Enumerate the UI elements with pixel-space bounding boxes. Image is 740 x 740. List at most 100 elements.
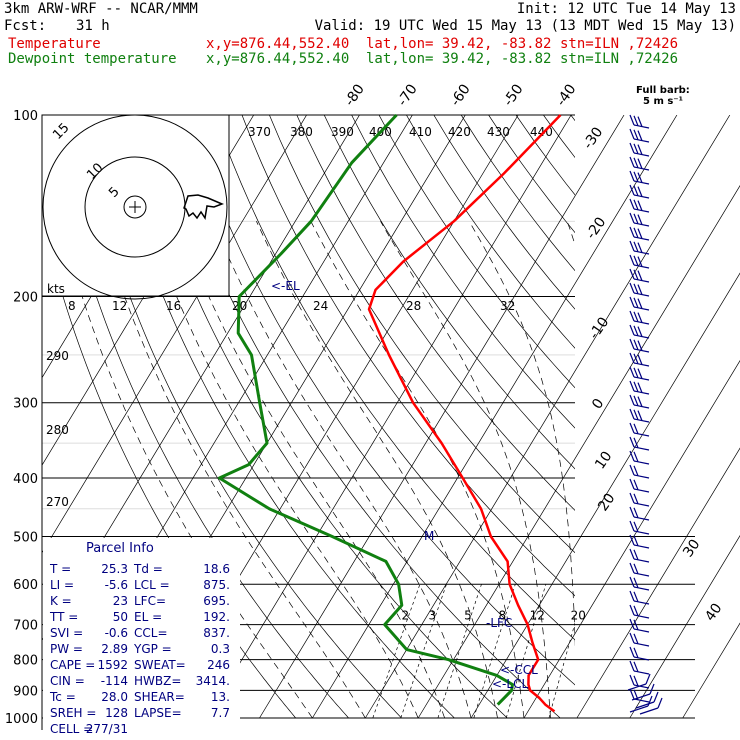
wind-barb-flag: [633, 395, 639, 407]
parcel-label: T =: [49, 562, 71, 576]
pressure-label-100: 100: [13, 109, 38, 124]
isotherm-label: -80: [342, 81, 368, 109]
wind-barb-flag: [633, 297, 639, 309]
parcel-label: CELL =: [50, 722, 93, 736]
forecast-label: Fcst:: [4, 18, 47, 34]
wind-barb-flag: [633, 647, 639, 659]
isotherm-label: -40: [553, 81, 579, 109]
wind-barb-flag: [629, 142, 635, 154]
hodograph-speed-label: 12: [112, 299, 127, 313]
wind-barb-flag: [633, 213, 639, 225]
wind-barb-staff: [633, 698, 650, 703]
wind-barb-flag: [637, 200, 643, 211]
wind-barb-flag: [633, 549, 639, 561]
parcel-value: -114: [101, 674, 128, 688]
wind-barb-staff: [633, 600, 650, 605]
moist-adiabat: [147, 221, 419, 719]
wind-barb-flag: [637, 172, 643, 183]
wind-barb-staff: [633, 432, 650, 437]
parcel-value: 192.: [203, 610, 230, 624]
wind-barb-flag: [629, 422, 635, 434]
isotherm-label: 40: [702, 601, 725, 625]
wind-barb-staff: [627, 683, 647, 691]
wind-barb-flag: [637, 298, 643, 309]
moist-adiabat-lines: [60, 221, 575, 719]
parcel-value: 50: [113, 610, 128, 624]
wind-barb-flag: [633, 451, 639, 463]
parcel-value: 25.3: [101, 562, 128, 576]
parcel-label: HWBZ=: [134, 674, 181, 688]
isotherm-label: -70: [395, 81, 421, 109]
wind-barb-flag: [637, 340, 643, 351]
wind-barb-flag: [637, 312, 643, 323]
wind-barb-flag: [633, 115, 639, 127]
wind-barb-flag: [629, 478, 635, 490]
wind-barb-flag: [633, 255, 639, 267]
wind-barb-flag: [629, 366, 635, 378]
dry-adiabat: [351, 115, 575, 429]
wind-barb-flag: [629, 408, 635, 420]
isotherm-label: -10: [586, 314, 612, 342]
wind-barb-flag: [629, 114, 635, 126]
wind-barb-flag: [633, 157, 639, 169]
wind-barb-flag: [633, 479, 639, 491]
parcel-value: 18.6: [203, 562, 230, 576]
wind-barb-staff: [633, 572, 650, 577]
wind-barb-flag: [633, 675, 639, 687]
wind-barb-flag: [633, 563, 639, 575]
wind-barb-flag: [629, 226, 635, 238]
barb-legend-line2: 5 m s⁻¹: [643, 96, 683, 107]
isotherm: [206, 115, 572, 719]
temperature-station: stn=ILN ,72426: [560, 36, 679, 52]
parcel-value: 277/31: [86, 722, 128, 736]
wind-barb-staff: [633, 460, 650, 465]
parcel-label: Td =: [133, 562, 163, 576]
mixing-ratio-line: [548, 621, 575, 719]
wind-barbs: [627, 114, 663, 715]
hodograph-speed-label: 16: [166, 299, 181, 313]
parcel-value: 28.0: [101, 690, 128, 704]
wind-barb-flag: [629, 604, 635, 616]
wind-barb-flag: [637, 186, 643, 197]
valid-time: Valid: 19 UTC Wed 15 May 13 (13 MDT Wed …: [314, 18, 736, 34]
wind-barb-flag: [633, 241, 639, 253]
parcel-value: 23: [113, 594, 128, 608]
theta-label: 290: [46, 349, 69, 363]
wind-barb-flag: [637, 284, 643, 295]
dewpoint-xy: x,y=876.44,552.40: [206, 51, 350, 67]
wind-barb-flag: [629, 436, 635, 448]
moist-adiabat: [468, 221, 575, 649]
mixing-ratio-label: 20: [571, 609, 586, 623]
wind-barb-flag: [633, 143, 639, 155]
wind-barb-flag: [633, 339, 639, 351]
dry-adiabat: [132, 115, 508, 719]
wind-barb-flag: [633, 311, 639, 323]
parcel-value: -0.6: [105, 626, 128, 640]
hodograph-speed-label: 32: [500, 299, 515, 313]
wind-barb-flag: [629, 562, 635, 574]
dewpoint-profile: [217, 113, 514, 706]
wind-barb-flag: [637, 354, 643, 365]
wind-barb-flag: [637, 116, 643, 127]
dry-adiabat: [269, 115, 575, 554]
hodograph-speed-label: 28: [406, 299, 421, 313]
wind-barb-flag: [633, 353, 639, 365]
wind-barb-staff: [633, 670, 650, 675]
mixing-ratio-lines: [372, 584, 575, 719]
dry-adiabat: [378, 115, 575, 389]
parcel-label: PW =: [50, 642, 83, 656]
wind-barb-flag: [629, 296, 635, 308]
wind-barb-flag: [633, 367, 639, 379]
wind-barb-staff: [633, 488, 650, 493]
pressure-label-200: 200: [13, 291, 38, 306]
temperature-latlon: lat,lon= 39.42, -83.82: [366, 36, 552, 52]
parcel-label: CAPE =: [50, 658, 95, 672]
wind-barb-flag: [647, 695, 653, 707]
wind-barb-flag: [629, 128, 635, 140]
isotherm: [42, 115, 307, 554]
wind-barb-flag: [633, 283, 639, 295]
parcel-value: 13.: [211, 690, 230, 704]
wind-barb-staff: [629, 705, 649, 713]
wind-barb-flag: [629, 394, 635, 406]
dry-adiabat: [241, 115, 575, 597]
